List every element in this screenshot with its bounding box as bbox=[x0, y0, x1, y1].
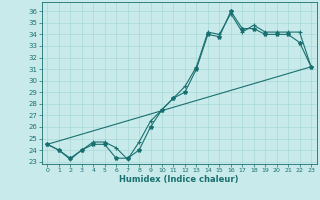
X-axis label: Humidex (Indice chaleur): Humidex (Indice chaleur) bbox=[119, 175, 239, 184]
